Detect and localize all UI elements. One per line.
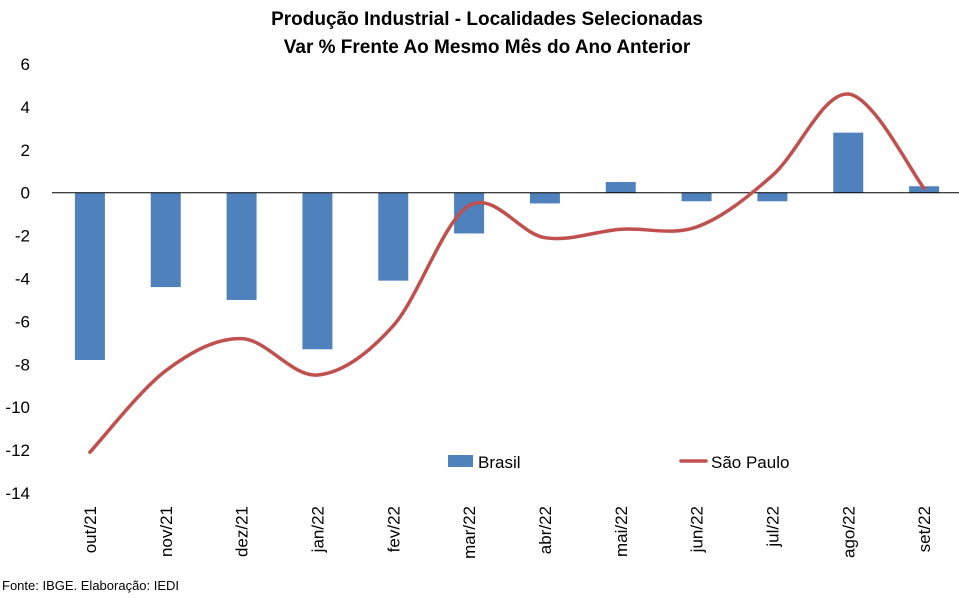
brasil-bar	[605, 181, 636, 193]
brasil-bars	[74, 132, 940, 361]
legend-sao-paulo-label: São Paulo	[711, 453, 789, 472]
chart-subtitle: Var % Frente Ao Mesmo Mês do Ano Anterio…	[284, 37, 691, 58]
y-tick-label: -8	[15, 355, 30, 374]
x-tick-label: jul/22	[763, 506, 782, 548]
brasil-bar	[378, 192, 409, 281]
brasil-bar	[681, 192, 712, 202]
y-tick-label: -10	[5, 398, 30, 417]
y-tick-label: 2	[21, 141, 30, 160]
brasil-bar	[529, 192, 560, 204]
sao-paulo-line	[88, 92, 926, 454]
chart-title: Produção Industrial - Localidades Seleci…	[271, 9, 703, 30]
x-tick-label: fev/22	[384, 506, 403, 552]
legend: Brasil São Paulo	[448, 453, 789, 472]
y-axis-ticks: 6 4 2 0 -2 -4 -6 -8 -10 -12 -14	[5, 55, 30, 503]
x-tick-label: mai/22	[612, 506, 631, 557]
legend-brasil-swatch	[448, 455, 473, 467]
x-tick-label: nov/21	[157, 506, 176, 557]
brasil-bar	[757, 192, 788, 202]
y-tick-label: -14	[5, 484, 30, 503]
x-tick-label: abr/22	[536, 506, 555, 554]
brasil-bar	[302, 192, 333, 350]
x-tick-label: jan/22	[308, 506, 327, 553]
y-tick-label: -2	[15, 227, 30, 246]
x-tick-label: mar/22	[460, 506, 479, 559]
x-tick-label: out/21	[81, 506, 100, 553]
x-tick-label: jun/22	[688, 506, 707, 553]
brasil-bar	[833, 132, 864, 193]
y-tick-label: -6	[15, 312, 30, 331]
brasil-bar	[226, 192, 257, 300]
y-tick-label: -12	[5, 441, 30, 460]
x-axis-ticks: out/21 nov/21 dez/21 jan/22 fev/22 mar/22 abr/…	[81, 506, 934, 559]
y-tick-label: 0	[21, 184, 30, 203]
y-tick-label: 4	[21, 98, 30, 117]
legend-brasil-label: Brasil	[478, 453, 521, 472]
y-tick-label: -4	[15, 270, 30, 289]
brasil-bar	[74, 192, 105, 361]
source-note: Fonte: IBGE. Elaboração: IEDI	[2, 578, 179, 593]
x-tick-label: set/22	[915, 506, 934, 552]
x-tick-label: dez/21	[233, 506, 252, 557]
x-tick-label: ago/22	[839, 506, 858, 558]
brasil-bar	[150, 192, 181, 288]
y-tick-label: 6	[21, 55, 30, 74]
